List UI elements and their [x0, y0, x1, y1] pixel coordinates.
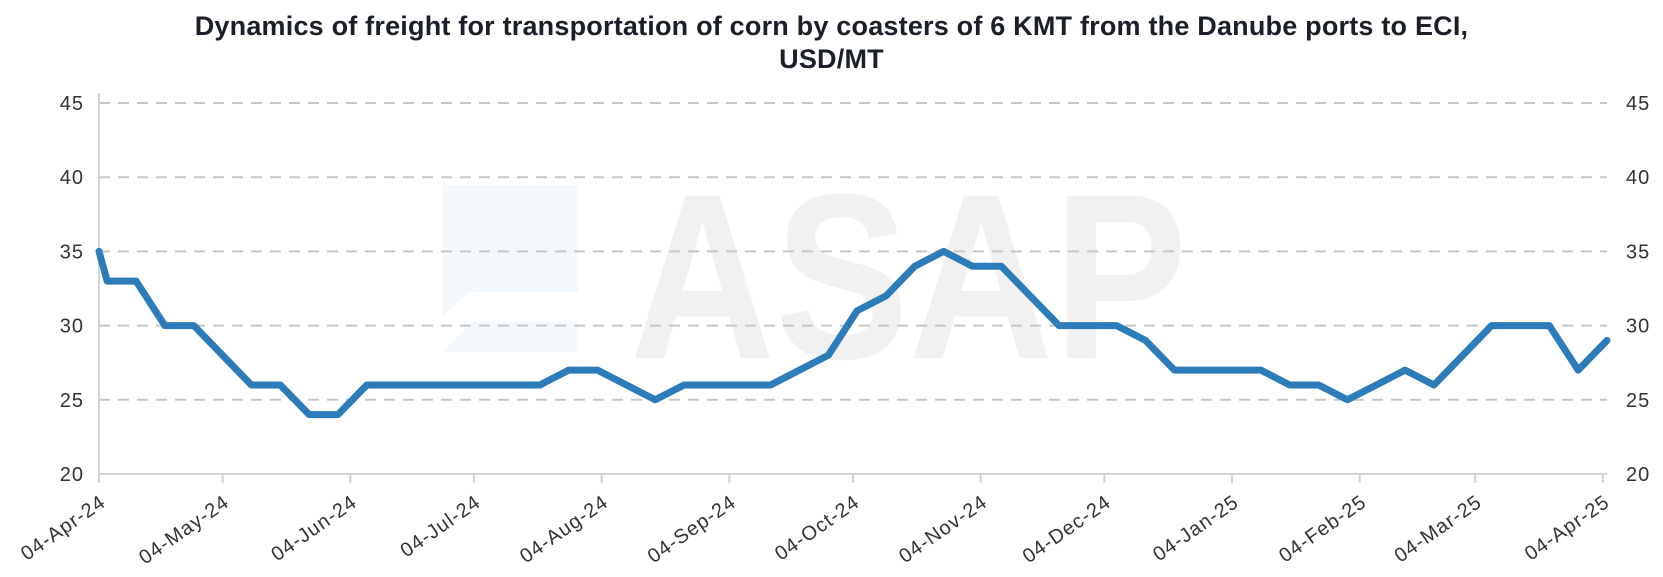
- x-tick-label: 04-Sep-24: [644, 491, 741, 568]
- y-tick-label-right: 35: [1626, 241, 1650, 263]
- watermark-logo-shape-band: [443, 322, 578, 352]
- chart-title-line1: Dynamics of freight for transportation o…: [194, 11, 1469, 41]
- x-tick-label: 04-Apr-24: [17, 491, 110, 565]
- watermark-logo-icon: [443, 185, 578, 352]
- y-tick-label-right: 40: [1626, 167, 1650, 189]
- x-tick-label: 04-Jan-25: [1149, 491, 1243, 566]
- x-tick-label: 04-Jul-24: [397, 491, 485, 562]
- x-tick-label: 04-Dec-24: [1019, 491, 1115, 568]
- x-tick-label: 04-Oct-24: [771, 491, 864, 565]
- chart-title-line2: USD/MT: [779, 44, 884, 74]
- x-tick-label: 04-Mar-25: [1390, 491, 1486, 567]
- y-tick-label-left: 35: [60, 241, 84, 263]
- chart-title: Dynamics of freight for transportation o…: [0, 10, 1663, 76]
- series-line: [95, 247, 1611, 419]
- x-tick-label: 04-Aug-24: [516, 491, 613, 568]
- y-tick-label-left: 45: [60, 93, 84, 115]
- x-tick-label: 04-Apr-25: [1521, 491, 1614, 565]
- x-tick-label: 04-May-24: [135, 491, 233, 569]
- x-tick-label: 04-Jun-24: [267, 491, 361, 566]
- y-tick-label-left: 25: [60, 390, 84, 412]
- y-tick-label-right: 20: [1626, 464, 1650, 486]
- y-tick-label-left: 40: [60, 167, 84, 189]
- y-tick-label-left: 20: [60, 464, 84, 486]
- watermark: ASAP: [443, 146, 1187, 409]
- x-tick-label: 04-Feb-25: [1275, 491, 1371, 567]
- x-tick-label: 04-Nov-24: [895, 491, 991, 568]
- y-tick-label-right: 45: [1626, 93, 1650, 115]
- y-tick-label-right: 25: [1626, 390, 1650, 412]
- y-tick-label-right: 30: [1626, 316, 1650, 338]
- watermark-logo-shape-top: [443, 185, 578, 317]
- y-tick-label-left: 30: [60, 316, 84, 338]
